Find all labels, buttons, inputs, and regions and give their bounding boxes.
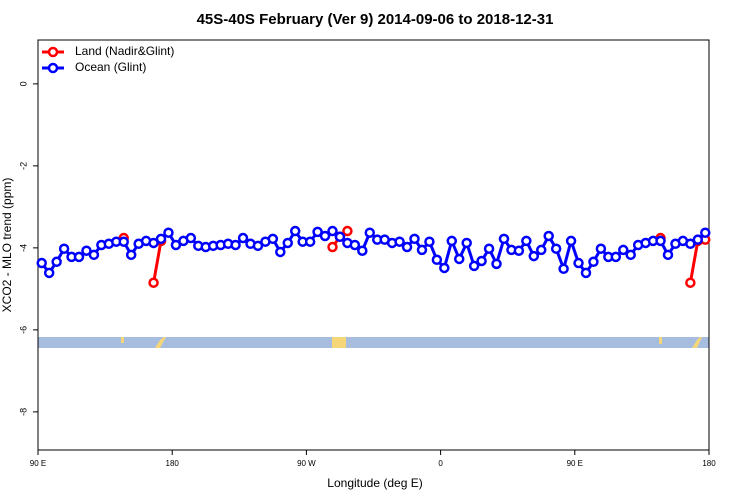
land-strip (332, 337, 346, 348)
data-point (155, 233, 167, 245)
data-point (431, 254, 443, 266)
y-tick-label: -6 (18, 326, 28, 334)
data-point (453, 253, 465, 265)
data-point (364, 227, 376, 238)
data-point (521, 235, 532, 247)
x-axis-label: Longitude (deg E) (327, 476, 422, 490)
data-point (580, 267, 592, 279)
data-point (289, 225, 301, 237)
data-point (36, 257, 47, 269)
x-tick-label: 180 (166, 459, 180, 468)
y-tick-label: -8 (18, 408, 28, 416)
legend-marker (47, 62, 59, 74)
x-tick-label: 90 W (297, 459, 316, 468)
plot-frame (37, 39, 710, 451)
y-tick-label: -4 (18, 244, 28, 252)
data-point (513, 245, 525, 256)
data-point (394, 236, 405, 247)
data-point (237, 232, 249, 244)
data-point (588, 256, 599, 268)
data-point (73, 251, 85, 263)
data-point (357, 245, 368, 256)
data-point (327, 241, 338, 253)
data-point (424, 236, 435, 247)
data-point (125, 249, 137, 261)
data-point (446, 235, 458, 247)
data-point (528, 250, 540, 262)
land-strip (121, 337, 124, 343)
data-point (81, 245, 92, 256)
data-point (275, 246, 286, 258)
x-tick-label: 90 E (567, 459, 583, 468)
data-point (618, 244, 629, 256)
data-point (468, 260, 480, 272)
data-point (334, 231, 346, 243)
data-point (148, 277, 159, 288)
data-point (148, 237, 159, 249)
data-point (51, 256, 62, 268)
data-point (43, 267, 55, 279)
y-tick-label: -2 (18, 162, 28, 170)
data-point (267, 233, 279, 245)
data-point (685, 277, 696, 288)
y-tick-label: 0 (18, 81, 28, 86)
data-point (58, 243, 70, 254)
data-point (491, 258, 502, 270)
data-point (655, 235, 666, 247)
chart-title: 45S-40S February (Ver 9) 2014-09-06 to 2… (197, 11, 554, 28)
data-point (342, 225, 353, 237)
data-point (483, 243, 495, 254)
data-point (543, 230, 554, 242)
data-point (439, 262, 450, 274)
data-point (163, 227, 174, 238)
data-point (558, 263, 569, 275)
data-point (170, 239, 182, 251)
data-point (610, 251, 622, 263)
data-point (409, 233, 420, 245)
land-strip (155, 337, 166, 348)
x-tick-label: 0 (438, 459, 443, 468)
data-point (252, 240, 264, 252)
surface-strip (38, 337, 709, 348)
data-point (88, 249, 100, 261)
ocean-strip (38, 337, 709, 348)
data-point (349, 239, 361, 251)
legend-label: Ocean (Glint) (75, 60, 146, 74)
data-point (118, 236, 129, 247)
data-point (312, 226, 323, 238)
data-point (327, 225, 338, 237)
data-point (282, 237, 294, 249)
data-point (573, 257, 584, 269)
land-strip (692, 337, 702, 348)
data-point (185, 232, 197, 244)
data-point (692, 234, 704, 245)
data-point (595, 243, 607, 254)
data-point (700, 227, 711, 238)
x-tick-label: 90 E (30, 459, 46, 468)
data-point (416, 244, 428, 256)
data-point (565, 235, 577, 247)
legend-marker (47, 46, 59, 58)
data-point (550, 243, 562, 254)
data-point (401, 241, 413, 253)
data-point (498, 233, 510, 245)
y-axis-label: XCO2 - MLO trend (ppm) (0, 178, 14, 313)
x-tick-label: 180 (702, 459, 716, 468)
data-point (662, 249, 674, 261)
data-point (461, 237, 472, 249)
data-point (476, 255, 487, 267)
data-point (625, 249, 636, 261)
legend-label: Land (Nadir&Glint) (75, 44, 174, 58)
data-point (685, 238, 696, 250)
data-point (536, 244, 547, 256)
data-point (230, 239, 241, 251)
land-strip (659, 337, 662, 344)
data-point (304, 236, 316, 247)
data-point (319, 230, 331, 242)
